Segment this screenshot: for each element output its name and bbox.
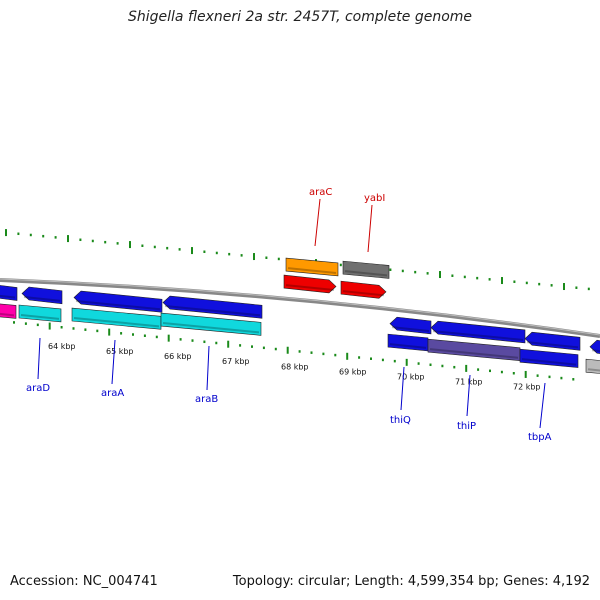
gene-label-leaders <box>37 198 546 429</box>
genome-backbone-highlight <box>0 278 600 336</box>
araB-gene-shade <box>162 322 260 334</box>
gene-segment-shade <box>591 349 600 353</box>
araD-gene-shade <box>20 314 60 320</box>
araB-gene <box>160 312 262 336</box>
araD-arrow-gene <box>21 286 63 305</box>
thiQ-arrow-gene-shade <box>391 326 430 332</box>
thiQ-arrow-gene <box>389 316 432 335</box>
araC-arrow-gene <box>283 274 337 294</box>
yabI-arrow-gene <box>340 280 387 299</box>
araA-leader-line <box>111 339 116 385</box>
yabI-gene <box>342 260 390 279</box>
araB-arrow-gene-shade <box>164 305 261 317</box>
tbpA-arrow-gene-shade <box>526 341 579 349</box>
kbp-label: 71 kbp <box>455 377 483 386</box>
kbp-label: 72 kbp <box>513 382 541 391</box>
kbp-label: 68 kbp <box>281 362 309 371</box>
thiP-label: thiP <box>457 421 476 432</box>
kbp-label: 64 kbp <box>48 342 76 351</box>
gene-segment-shade <box>587 368 600 372</box>
genome-backbone <box>0 278 600 338</box>
gene-segment <box>589 339 600 354</box>
tbpA-leader-line <box>539 382 546 429</box>
kbp-scale-labels: 64 kbp 65 kbp 66 kbp 67 kbp 68 kbp 69 kbp 70 k… <box>48 342 541 391</box>
thiP-leader-line <box>466 374 471 417</box>
top-tick-track <box>5 229 590 291</box>
accession-text: Accession: NC_004741 <box>10 574 158 589</box>
gene-features <box>0 257 600 374</box>
gene-segment-shade <box>0 294 16 299</box>
araA-gene <box>71 307 162 330</box>
kbp-label: 69 kbp <box>339 367 367 376</box>
araB-label: araB <box>195 394 218 405</box>
tbpA-gene <box>519 348 579 368</box>
araB-arrow-gene <box>162 295 263 319</box>
araA-label: araA <box>101 388 124 399</box>
araC-label: araC <box>309 187 332 198</box>
thiQ-gene-shade <box>389 343 427 349</box>
gene-segment-shade <box>0 312 15 317</box>
araD-leader-line <box>37 337 41 380</box>
araC-arrow-gene-shade <box>285 284 335 291</box>
thiP-arrow-gene <box>430 320 526 344</box>
thiQ-label: thiQ <box>390 415 411 426</box>
kbp-label: 70 kbp <box>397 372 425 381</box>
thiP-arrow-gene-shade <box>432 330 524 341</box>
kbp-label: 65 kbp <box>106 347 134 356</box>
kbp-label: 67 kbp <box>222 357 250 366</box>
thiP-gene-shade <box>429 348 519 359</box>
araB-leader-line <box>206 345 210 391</box>
gene-segment <box>585 358 600 374</box>
topology-text: Topology: circular; Length: 4,599,354 bp… <box>232 574 590 589</box>
bottom-tick-track <box>13 321 575 381</box>
gene-labels: araC yabI araD araA araB thiQ thiP tbpA <box>26 187 552 443</box>
tbpA-arrow-gene <box>524 331 581 351</box>
araC-gene <box>285 257 339 277</box>
araC-gene-shade <box>287 267 337 274</box>
kbp-label: 66 kbp <box>164 352 192 361</box>
gene-segment <box>0 303 17 319</box>
araD-arrow-gene-shade <box>23 296 61 302</box>
tbpA-gene-shade <box>521 358 577 366</box>
yabI-gene-shade <box>344 270 388 277</box>
araA-gene-shade <box>73 317 160 328</box>
yabI-arrow-gene-shade <box>342 290 385 297</box>
thiQ-leader-line <box>400 366 405 411</box>
yabI-label: yabI <box>364 193 385 204</box>
tbpA-label: tbpA <box>528 432 552 443</box>
araD-label: araD <box>26 383 50 394</box>
yabI-leader-line <box>367 204 373 253</box>
araA-arrow-gene-shade <box>75 300 161 311</box>
araD-gene <box>18 304 62 323</box>
map-title: Shigella flexneri 2a str. 2457T, complet… <box>127 9 473 25</box>
araC-leader-line <box>314 198 321 247</box>
araA-arrow-gene <box>73 290 163 313</box>
gene-segment <box>0 285 18 301</box>
